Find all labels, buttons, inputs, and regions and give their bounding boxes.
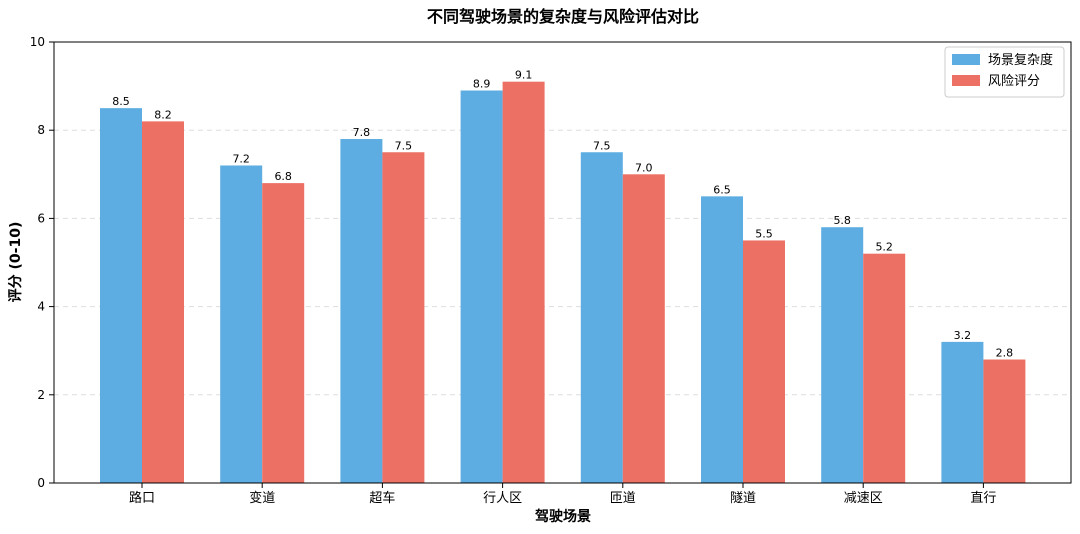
bar-complexity xyxy=(340,139,383,483)
bar-risk xyxy=(142,121,184,483)
y-axis-label: 评分 (0-10) xyxy=(8,222,24,303)
legend-label-complexity: 场景复杂度 xyxy=(988,52,1053,68)
bar-complexity xyxy=(941,341,984,483)
x-tick-label: 匝道 xyxy=(610,491,636,506)
bar-complexity xyxy=(460,90,503,483)
bar-value-label: 7.5 xyxy=(593,139,611,152)
bar-value-label: 7.8 xyxy=(353,126,371,139)
bar-risk xyxy=(622,174,665,484)
grid xyxy=(54,129,1071,396)
bar-value-label: 7.0 xyxy=(635,161,653,174)
bar-value-label: 8.9 xyxy=(473,78,491,91)
bar-complexity xyxy=(701,196,743,483)
y-tick-label: 8 xyxy=(37,123,45,137)
bar-value-label: 5.5 xyxy=(755,227,773,240)
bar-value-label: 8.5 xyxy=(112,95,130,108)
bar-value-label: 6.8 xyxy=(274,170,292,183)
bar-value-label: 6.5 xyxy=(713,183,731,196)
bar-value-label: 5.2 xyxy=(875,241,893,254)
x-tick-label: 路口 xyxy=(129,490,155,506)
y-tick-label: 10 xyxy=(30,35,45,49)
x-tick-label: 直行 xyxy=(970,491,996,506)
bar-complexity xyxy=(100,108,142,484)
x-tick-label: 超车 xyxy=(369,490,395,506)
bar-complexity xyxy=(821,227,864,483)
plot-frame xyxy=(53,41,1072,484)
legend-label-risk: 风险评分 xyxy=(988,74,1040,89)
x-tick-label: 减速区 xyxy=(844,491,883,506)
bar-value-label: 2.8 xyxy=(996,347,1014,360)
value-labels: 8.5 8.2 7.2 6.8 7.8 7.5 8.9 9.1 7.5 7.0 6.5 5.5 5.8 5… xyxy=(112,69,1013,360)
legend: 场景复杂度 风险评分 xyxy=(944,46,1065,98)
bars xyxy=(100,81,1026,484)
bar-value-label: 3.2 xyxy=(954,329,972,342)
legend-swatch-risk xyxy=(952,75,980,86)
bar-risk xyxy=(382,152,425,483)
bar-value-label: 8.2 xyxy=(154,108,172,121)
y-tick-label: 2 xyxy=(37,388,45,402)
x-tick-label: 行人区 xyxy=(483,491,522,506)
y-tick-label: 0 xyxy=(37,476,45,490)
bar-risk xyxy=(502,81,545,483)
y-axis-ticks: 0 2 4 6 8 10 xyxy=(30,35,54,490)
bar-risk xyxy=(983,359,1026,483)
bar-value-label: 5.8 xyxy=(833,214,851,227)
x-tick-label: 隧道 xyxy=(730,490,756,506)
x-tick-label: 变道 xyxy=(249,490,275,506)
x-axis-ticks: 路口 变道 超车 行人区 匝道 隧道 减速区 直行 xyxy=(129,483,996,506)
bar-complexity xyxy=(220,165,263,484)
bar-risk xyxy=(743,240,785,483)
bar-risk xyxy=(262,183,305,483)
bar-value-label: 9.1 xyxy=(515,69,533,82)
y-tick-label: 4 xyxy=(37,300,45,314)
bar-risk xyxy=(863,253,906,483)
bar-value-label: 7.2 xyxy=(232,152,250,165)
y-tick-label: 6 xyxy=(37,211,45,225)
chart-title: 不同驾驶场景的复杂度与风险评估对比 xyxy=(427,7,699,26)
legend-swatch-complexity xyxy=(952,54,980,65)
bar-value-label: 7.5 xyxy=(395,139,413,152)
bar-complexity xyxy=(580,152,623,483)
x-axis-label: 驾驶场景 xyxy=(534,508,591,525)
